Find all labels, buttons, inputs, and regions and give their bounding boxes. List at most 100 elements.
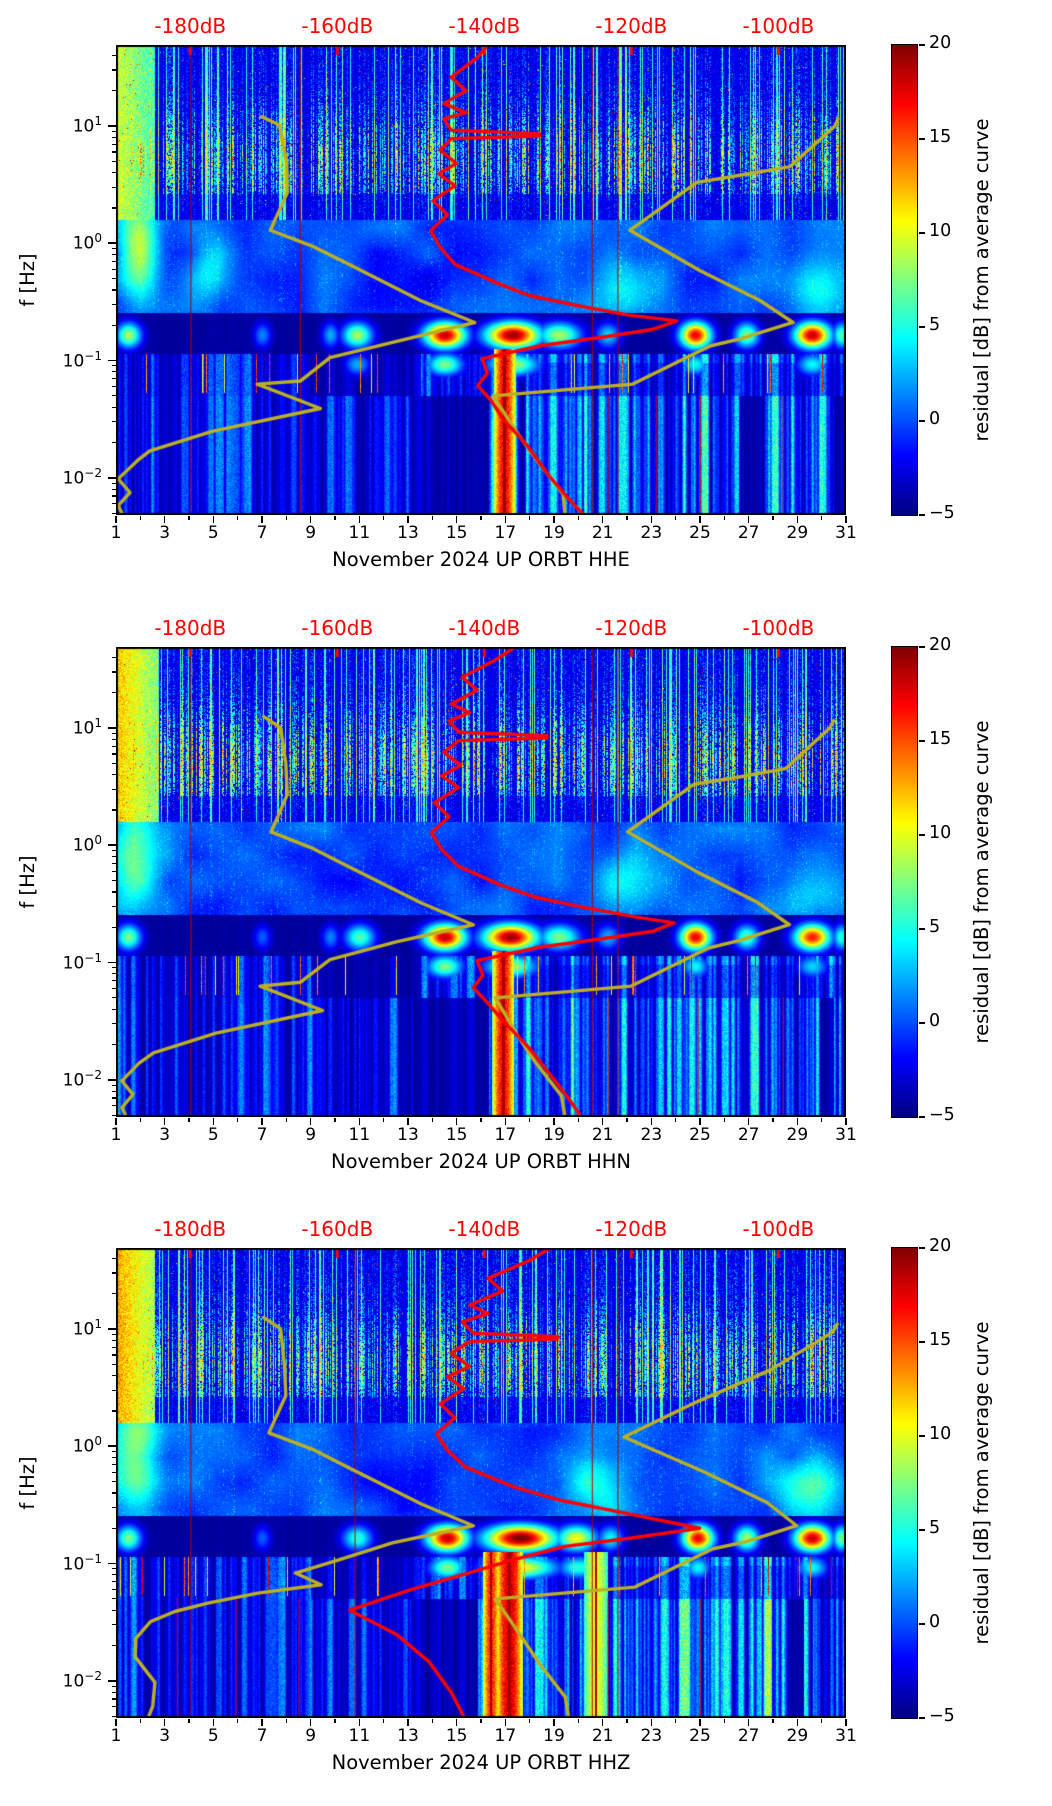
y-minor-tick [111,1624,116,1626]
y-minor-tick [111,738,116,740]
y-minor-tick [111,1339,116,1341]
top-axis-db-label: -100dB [742,616,815,640]
x-major-tick [455,1719,458,1726]
x-major-tick [553,1118,555,1125]
x-tick-label: 23 [640,1125,663,1145]
x-major-tick [796,1719,799,1726]
x-minor-tick [772,1118,774,1122]
x-minor-tick [334,516,336,520]
x-tick-label: 3 [159,523,171,543]
x-tick-label: 27 [737,1125,760,1145]
y-minor-tick [111,1609,116,1611]
x-tick-label: 1 [110,1125,122,1145]
top-axis-db-label: -180dB [154,1217,227,1241]
x-major-tick [358,1719,361,1726]
y-minor-tick [111,395,116,397]
y-minor-tick [111,1506,116,1509]
y-minor-tick [111,870,116,872]
y-major-tick [108,1562,116,1565]
colorbar-tick [919,1435,925,1437]
colorbar-tick-label: 10 [929,823,952,843]
y-minor-tick [111,1389,116,1391]
y-minor-tick [111,512,116,514]
x-tick-label: 19 [543,523,565,543]
x-minor-tick [723,1719,726,1723]
x-tick-label: 9 [305,1726,317,1746]
top-axis-db-label: -140dB [448,1217,521,1241]
y-minor-tick [111,980,116,982]
x-minor-tick [674,1118,677,1122]
colorbar-gradient [891,44,918,516]
y-minor-tick [111,277,116,280]
x-major-tick [601,516,604,523]
colorbar-tick-label: 10 [929,1424,952,1444]
y-minor-tick [111,1114,116,1116]
y-axis-label: f [Hz] [16,855,39,909]
y-major-tick [108,844,116,846]
x-minor-tick [820,1118,823,1122]
x-tick-label: 3 [159,1125,171,1145]
x-minor-tick [236,1719,239,1723]
x-minor-tick [480,516,482,520]
y-tick-label: 10−2 [62,1067,102,1091]
x-major-tick [261,1118,263,1125]
colorbar-gradient [891,1247,918,1719]
colorbar-tick [919,740,925,742]
x-minor-tick [723,516,726,520]
top-axis-db-label: -180dB [154,616,227,640]
x-major-tick [212,516,215,523]
x-tick-label: 1 [110,523,122,543]
x-tick-label: 17 [494,1726,517,1746]
x-major-tick [309,516,312,523]
x-tick-label: 23 [640,1726,663,1746]
y-minor-tick [111,753,116,755]
y-minor-tick [111,1293,116,1295]
top-axis-db-label: -140dB [448,14,521,38]
y-minor-tick [111,926,116,928]
x-tick-label: 13 [397,523,419,543]
x-tick-label: 31 [835,1726,857,1746]
x-tick-label: 29 [786,1125,809,1145]
y-minor-tick [111,1568,116,1570]
x-minor-tick [188,516,190,520]
y-minor-tick [111,441,116,444]
x-tick-label: 11 [348,1125,371,1145]
y-major-tick [108,961,116,964]
y-minor-tick [111,987,116,990]
x-major-tick [455,516,458,523]
x-major-tick [115,516,117,523]
x-major-tick [601,1118,604,1125]
x-minor-tick [674,1719,677,1723]
y-minor-tick [111,488,116,490]
y-minor-tick [111,1008,116,1010]
x-minor-tick [431,1719,434,1723]
plot-title-HHN: November 2024 UP ORBT HHN [331,1150,631,1173]
x-minor-tick [820,516,823,520]
x-tick-label: 29 [786,523,809,543]
x-major-tick [212,1719,215,1726]
x-major-tick [504,1719,507,1726]
colorbar-tick-label: 15 [929,127,952,147]
x-minor-tick [577,1719,580,1723]
x-tick-label: 29 [786,1726,809,1746]
x-tick-label: 15 [445,523,468,543]
x-major-tick [747,1118,750,1125]
y-minor-tick [111,503,116,505]
y-minor-tick [111,1257,116,1259]
y-minor-tick [111,862,116,864]
x-major-tick [650,516,653,523]
x-minor-tick [236,1118,239,1122]
y-tick-label: 100 [72,1434,102,1457]
y-minor-tick [111,1698,116,1700]
colorbar-tick [919,420,925,422]
colorbar-tick [919,514,925,516]
y-minor-tick [111,732,116,734]
y-minor-tick [111,1451,116,1453]
x-minor-tick [528,516,531,520]
x-tick-label: 13 [397,1726,419,1746]
x-major-tick [261,1719,263,1726]
x-tick-label: 25 [689,1125,711,1145]
x-major-tick [163,1118,166,1125]
y-tick-label: 10−1 [62,1551,102,1575]
